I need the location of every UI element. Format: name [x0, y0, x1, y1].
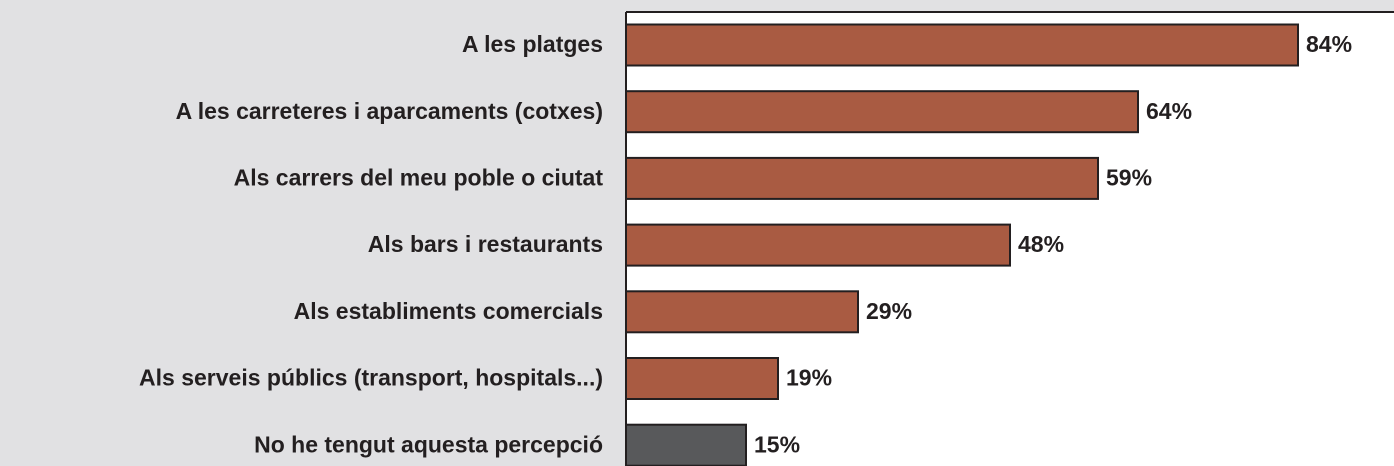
bar: [625, 290, 859, 334]
bar: [625, 423, 747, 466]
data-label: 64%: [1146, 98, 1192, 124]
category-label: No he tengut aquesta percepció: [254, 431, 603, 457]
bar: [625, 357, 779, 400]
category-label: Als serveis públics (transport, hospital…: [139, 365, 603, 391]
category-label: A les carreteres i aparcaments (cotxes): [176, 98, 603, 124]
bar: [625, 23, 1299, 67]
data-label: 59%: [1106, 164, 1152, 190]
category-label: A les platges: [462, 31, 603, 57]
data-label: 84%: [1306, 31, 1352, 57]
data-label: 48%: [1018, 231, 1064, 257]
category-label: Als carrers del meu poble o ciutat: [234, 164, 604, 190]
data-label: 15%: [754, 431, 800, 457]
category-label: Als establiments comercials: [294, 298, 603, 324]
data-label: 19%: [786, 365, 832, 391]
bar: [625, 156, 1099, 200]
category-label: Als bars i restaurants: [368, 231, 603, 257]
data-label: 29%: [866, 298, 912, 324]
bar: [625, 90, 1139, 134]
bar: [625, 223, 1011, 267]
